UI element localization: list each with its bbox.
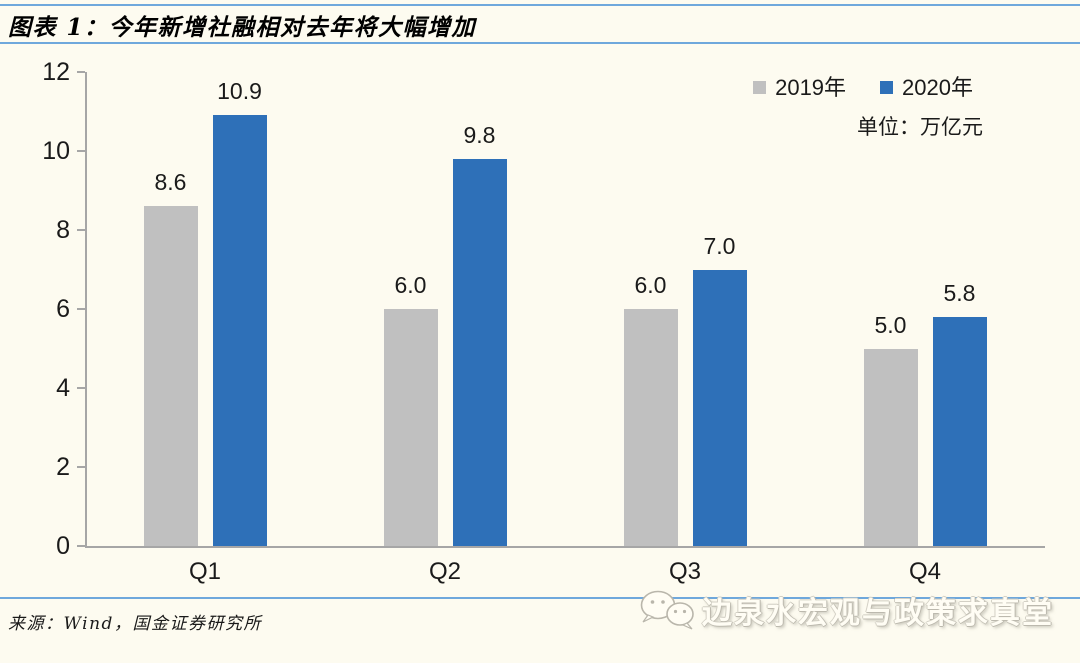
legend: 2019年 2020年: [753, 70, 973, 102]
top-rule: [0, 4, 1080, 6]
y-tick-label: 12: [42, 58, 70, 86]
bar-value-label-2020年-Q4: 5.8: [943, 279, 976, 306]
title-underline-rule: [0, 42, 1080, 44]
x-category-label: Q2: [428, 558, 461, 585]
y-axis-tick: [77, 545, 85, 547]
y-tick-label: 0: [56, 532, 70, 560]
y-axis-tick: [77, 466, 85, 468]
bar-2019年-Q4: [863, 348, 918, 546]
y-axis-tick: [77, 150, 85, 152]
bottom-rule: [0, 597, 1080, 599]
bar-2020年-Q1: [212, 115, 267, 546]
legend-item-2020: 2020年: [880, 70, 973, 102]
chart-title: 图表 1：今年新增社融相对去年将大幅增加: [8, 14, 477, 41]
x-category-label: Q3: [668, 558, 701, 585]
y-axis-line: [85, 72, 87, 546]
y-tick-label: 6: [56, 295, 70, 323]
unit-label: 单位：万亿元: [857, 116, 983, 139]
x-axis-line: [85, 546, 1045, 548]
legend-label-2020: 2020年: [902, 75, 973, 100]
legend-swatch-2019: [753, 80, 767, 94]
bar-value-label-2019年-Q4: 5.0: [874, 311, 907, 338]
legend-swatch-2020: [880, 80, 894, 94]
y-axis-tick: [77, 387, 85, 389]
x-category-label: Q4: [908, 558, 941, 585]
bar-value-label-2020年-Q3: 7.0: [703, 232, 736, 259]
y-axis-tick: [77, 308, 85, 310]
y-axis-tick: [77, 71, 85, 73]
bar-2019年-Q2: [383, 309, 438, 546]
bar-value-label-2019年-Q2: 6.0: [394, 272, 427, 298]
x-category-label: Q1: [188, 558, 221, 585]
watermark-text: 边泉水宏观与政策求真堂: [702, 597, 1054, 630]
y-tick-label: 8: [56, 216, 70, 244]
bar-value-label-2020年-Q1: 10.9: [217, 78, 262, 105]
bar-2020年-Q4: [932, 316, 987, 546]
watermark: 边泉水宏观与政策求真堂: [636, 588, 1054, 632]
bar-2020年-Q2: [452, 158, 507, 546]
bar-value-label-2019年-Q1: 8.6: [154, 169, 187, 196]
y-tick-label: 10: [42, 137, 70, 165]
bar-2019年-Q1: [143, 206, 198, 546]
bar-2020年-Q3: [692, 269, 747, 546]
wechat-icon: [640, 590, 694, 630]
bar-value-label-2019年-Q3: 6.0: [634, 272, 667, 298]
y-tick-label: 4: [56, 374, 70, 402]
y-tick-label: 2: [56, 453, 70, 481]
source-text: 来源：Wind，国金证券研究所: [8, 614, 262, 634]
y-axis-tick: [77, 229, 85, 231]
legend-label-2019: 2019年: [775, 75, 847, 100]
bar-value-label-2020年-Q2: 9.8: [463, 121, 496, 148]
bar-2019年-Q3: [623, 309, 678, 546]
legend-item-2019: 2019年: [753, 70, 846, 102]
